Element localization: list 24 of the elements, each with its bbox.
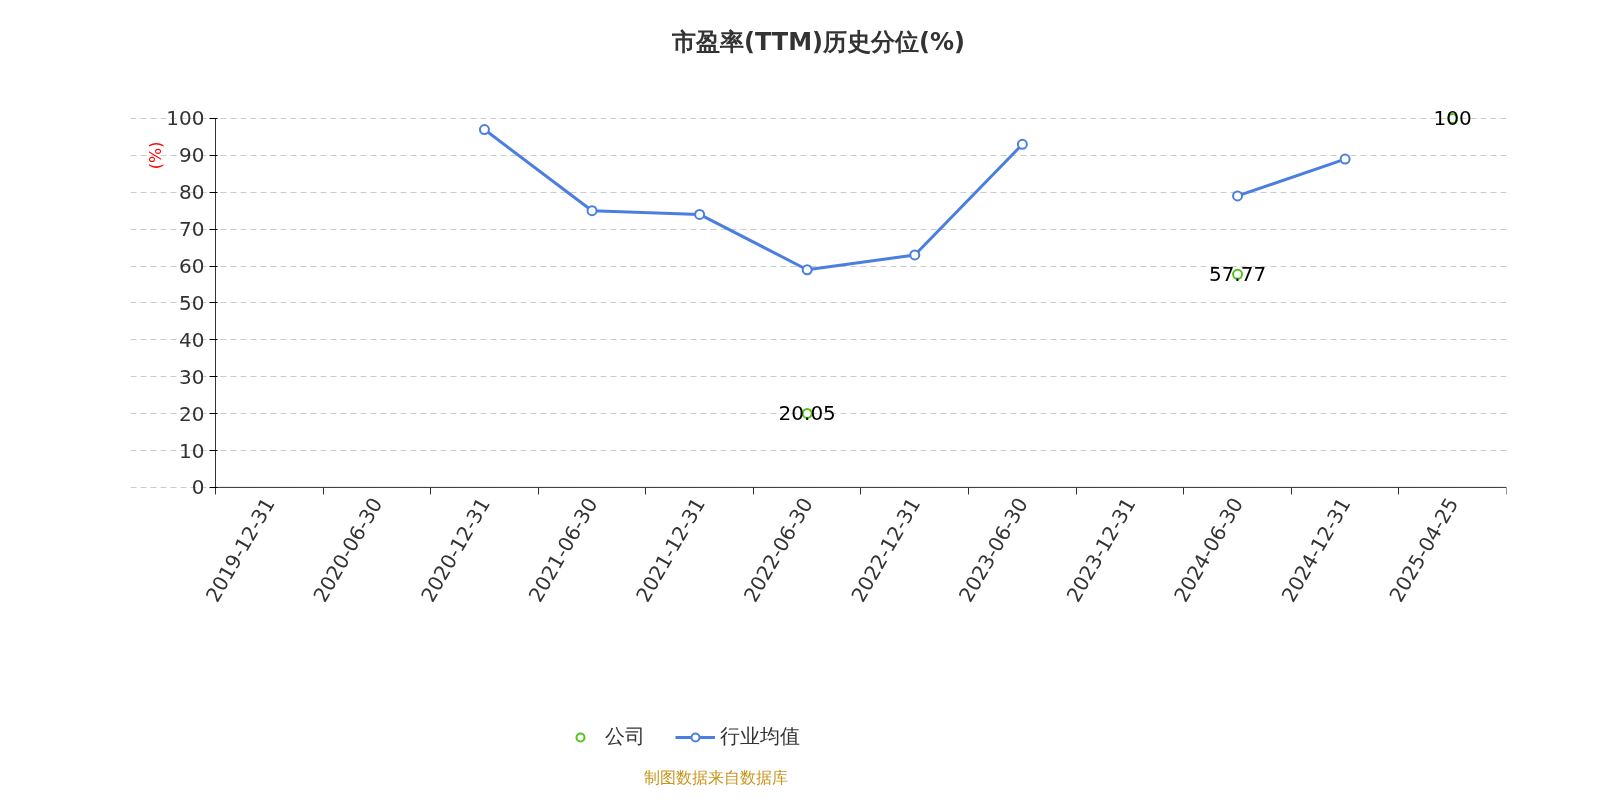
y-tick-label: 50 bbox=[179, 290, 205, 315]
point bbox=[694, 208, 706, 220]
y-tick-label: 80 bbox=[179, 180, 205, 205]
point bbox=[801, 264, 813, 276]
y-tick-label: 60 bbox=[179, 254, 205, 279]
y-tick-label: 40 bbox=[179, 327, 205, 352]
y-tick-label: 70 bbox=[179, 217, 205, 242]
y-tick-label: 0 bbox=[191, 475, 205, 500]
text: 制图数据来自数据库 bbox=[643, 768, 788, 787]
y-tick-label: 30 bbox=[179, 364, 205, 389]
point bbox=[909, 249, 921, 261]
y-tick-label: 10 bbox=[179, 438, 205, 463]
y-axis-title: (%) bbox=[145, 141, 165, 170]
y-tick-label: 100 bbox=[166, 106, 205, 131]
chart-title: 市盈率(TTM)历史分位(%) bbox=[670, 27, 966, 56]
point bbox=[478, 124, 490, 136]
point bbox=[1232, 190, 1244, 202]
legend-label: 公司 bbox=[605, 723, 645, 750]
point bbox=[586, 205, 598, 217]
point bbox=[1339, 153, 1351, 165]
y-tick-label: 20 bbox=[179, 401, 205, 426]
y-tick-label: 90 bbox=[179, 143, 205, 168]
legend-label: 行业均值 bbox=[720, 723, 800, 750]
point bbox=[1016, 138, 1028, 150]
